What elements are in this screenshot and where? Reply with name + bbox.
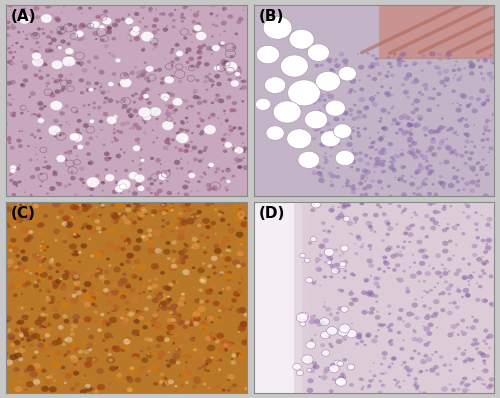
Text: (A): (A): [11, 9, 36, 23]
FancyBboxPatch shape: [294, 202, 309, 393]
FancyBboxPatch shape: [378, 5, 494, 59]
Text: (B): (B): [258, 9, 283, 23]
Text: (D): (D): [258, 206, 284, 220]
FancyBboxPatch shape: [254, 202, 302, 393]
Text: (C): (C): [11, 206, 36, 220]
